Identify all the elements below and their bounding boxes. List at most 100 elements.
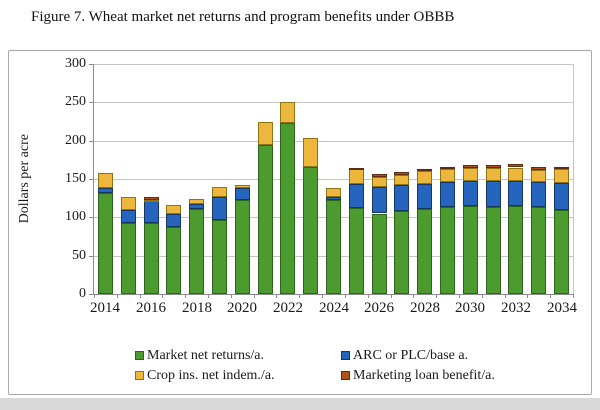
plot-area: 0 50 100 150 200 250 300 2014 2016 2018 2020 2022 20… — [65, 57, 577, 316]
bar-segment — [440, 206, 456, 294]
y-tick-label-50: 50 — [72, 248, 86, 263]
y-tick-label-0: 0 — [79, 286, 86, 301]
x-tick-label-2034: 2034 — [547, 300, 577, 316]
y-axis-tick-100 — [89, 217, 93, 218]
bar-segment — [394, 175, 410, 186]
legend-swatch-market-net-returns — [135, 351, 144, 360]
y-axis-title: Dollars per acre — [15, 64, 35, 294]
x-tick-label-2032: 2032 — [501, 300, 531, 316]
y-axis-tick-250 — [89, 102, 93, 103]
bar-segment — [440, 166, 456, 170]
bar-segment — [189, 208, 205, 294]
bar-segment — [348, 169, 364, 184]
x-axis-tick — [391, 294, 392, 298]
legend-item-arc-plc: ARC or PLC/base a. — [341, 347, 495, 364]
y-tick-label-250: 250 — [65, 94, 86, 109]
x-tick-label-2030: 2030 — [455, 300, 485, 316]
bar-segment — [485, 181, 501, 208]
x-axis-tick — [140, 294, 141, 298]
y-tick-label-300: 300 — [65, 56, 86, 71]
bar-segment — [417, 208, 433, 294]
x-tick-label-2028: 2028 — [410, 300, 440, 316]
bar-segment — [508, 180, 524, 206]
legend: Market net returns/a. ARC or PLC/base a.… — [135, 347, 495, 384]
bar-segment — [440, 182, 456, 207]
bar-segment — [280, 102, 296, 124]
gridline-250 — [94, 102, 573, 103]
legend-label-market-net-returns: Market net returns/a. — [147, 348, 265, 363]
bar-segment — [417, 169, 433, 172]
bar-segment — [371, 186, 387, 214]
y-axis-title-text: Dollars per acre — [17, 134, 32, 224]
bar-segment — [554, 166, 570, 170]
bar-segment — [554, 169, 570, 183]
bar-segment — [189, 198, 205, 204]
x-axis-tick — [482, 294, 483, 298]
y-axis-tick-50 — [89, 256, 93, 257]
x-tick-label-2022: 2022 — [273, 300, 303, 316]
bar-segment — [166, 226, 182, 294]
bar-segment — [120, 222, 136, 294]
bar-segment — [462, 181, 478, 206]
x-axis-tick — [345, 294, 346, 298]
x-axis-tick — [573, 294, 574, 298]
bar-segment — [97, 192, 113, 294]
bar-segment — [143, 196, 159, 200]
x-tick-label-2024: 2024 — [319, 300, 349, 316]
bar-segment — [371, 174, 387, 177]
bar-segment — [166, 205, 182, 215]
bar-segment — [326, 197, 341, 200]
bar-segment — [508, 167, 524, 181]
bar-segment — [303, 138, 319, 167]
x-axis-tick — [117, 294, 118, 298]
y-tick-label-200: 200 — [65, 133, 86, 148]
x-axis-tick — [231, 294, 232, 298]
bar-segment — [234, 199, 250, 294]
bar-segment — [348, 168, 364, 171]
bar-segment — [303, 166, 319, 294]
bar-segment — [348, 183, 364, 209]
x-axis-tick — [505, 294, 506, 298]
legend-swatch-marketing-loan — [341, 371, 350, 380]
bar-segment — [143, 223, 159, 294]
bar-segment — [234, 185, 250, 189]
bar-segment — [348, 208, 364, 294]
bar-segment — [462, 168, 478, 182]
y-axis-tick-200 — [89, 141, 93, 142]
bar-segment — [211, 220, 227, 294]
x-tick-label-2026: 2026 — [364, 300, 394, 316]
x-axis-tick — [299, 294, 300, 298]
x-axis-tick — [322, 294, 323, 298]
legend-item-crop-ins: Crop ins. net indem./a. — [135, 367, 341, 384]
x-tick-label-2016: 2016 — [136, 300, 166, 316]
legend-label-marketing-loan: Marketing loan benefit/a. — [353, 368, 495, 383]
bar-segment — [371, 176, 387, 187]
x-axis-tick — [413, 294, 414, 298]
gridline-150 — [94, 179, 573, 180]
x-axis-tick — [208, 294, 209, 298]
x-axis-tick — [276, 294, 277, 298]
bar-segment — [531, 166, 547, 170]
bar-segment — [120, 196, 136, 210]
x-axis-tick — [527, 294, 528, 298]
bar-segment — [508, 164, 524, 168]
bar-segment — [257, 122, 273, 146]
bar-segment — [211, 196, 227, 221]
bar-segment — [189, 203, 205, 209]
bar-segment — [97, 172, 113, 189]
bar-segment — [462, 205, 478, 294]
x-axis-tick — [550, 294, 551, 298]
bar-segment — [97, 188, 113, 193]
bar-segment — [508, 205, 524, 294]
bar-segment — [394, 185, 410, 212]
y-axis-tick-300 — [89, 64, 93, 65]
bar-segment — [371, 213, 387, 294]
x-tick-label-2018: 2018 — [182, 300, 212, 316]
bar-segment — [462, 165, 478, 169]
legend-swatch-arc-plc — [341, 351, 350, 360]
x-axis-tick — [459, 294, 460, 298]
legend-label-arc-plc: ARC or PLC/base a. — [353, 348, 469, 363]
legend-swatch-crop-ins — [135, 371, 144, 380]
x-axis-tick — [94, 294, 95, 298]
